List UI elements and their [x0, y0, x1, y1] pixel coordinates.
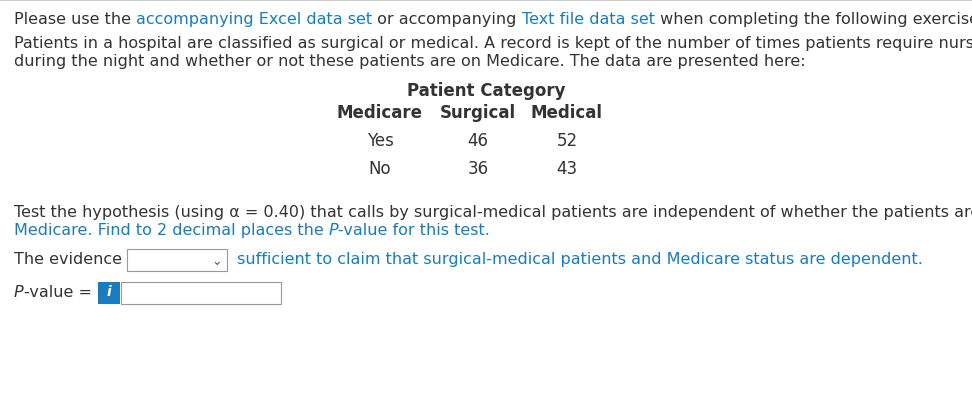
Text: Medicare. Find to 2 decimal places the: Medicare. Find to 2 decimal places the: [14, 223, 329, 238]
Text: or accompanying: or accompanying: [372, 12, 522, 27]
Text: Please use the: Please use the: [14, 12, 136, 27]
Text: 36: 36: [468, 160, 489, 178]
Text: i: i: [106, 285, 111, 299]
Text: 46: 46: [468, 132, 489, 150]
Text: Surgical: Surgical: [440, 104, 516, 122]
Text: -value =: -value =: [23, 285, 97, 300]
Text: Test the hypothesis (using α = 0.40) that calls by surgical-medical patients are: Test the hypothesis (using α = 0.40) tha…: [14, 205, 972, 220]
Text: during the night and whether or not these patients are on Medicare. The data are: during the night and whether or not thes…: [14, 54, 806, 69]
Text: sufficient to claim that surgical-medical patients and Medicare status are depen: sufficient to claim that surgical-medica…: [232, 252, 922, 267]
Text: accompanying Excel data set: accompanying Excel data set: [136, 12, 372, 27]
Text: P: P: [14, 285, 23, 300]
Text: No: No: [368, 160, 392, 178]
Text: Patients in a hospital are classified as surgical or medical. A record is kept o: Patients in a hospital are classified as…: [14, 36, 972, 51]
Text: ⌄: ⌄: [211, 255, 222, 268]
Text: Text file data set: Text file data set: [522, 12, 655, 27]
Text: Medicare: Medicare: [337, 104, 423, 122]
Text: The evidence: The evidence: [14, 252, 122, 267]
Text: when completing the following exercise.: when completing the following exercise.: [655, 12, 972, 27]
Text: 52: 52: [556, 132, 577, 150]
Text: Medical: Medical: [531, 104, 603, 122]
Text: 43: 43: [556, 160, 577, 178]
Text: -value for this test.: -value for this test.: [338, 223, 491, 238]
Text: Patient Category: Patient Category: [406, 82, 566, 100]
Text: P: P: [329, 223, 338, 238]
Text: Yes: Yes: [366, 132, 394, 150]
